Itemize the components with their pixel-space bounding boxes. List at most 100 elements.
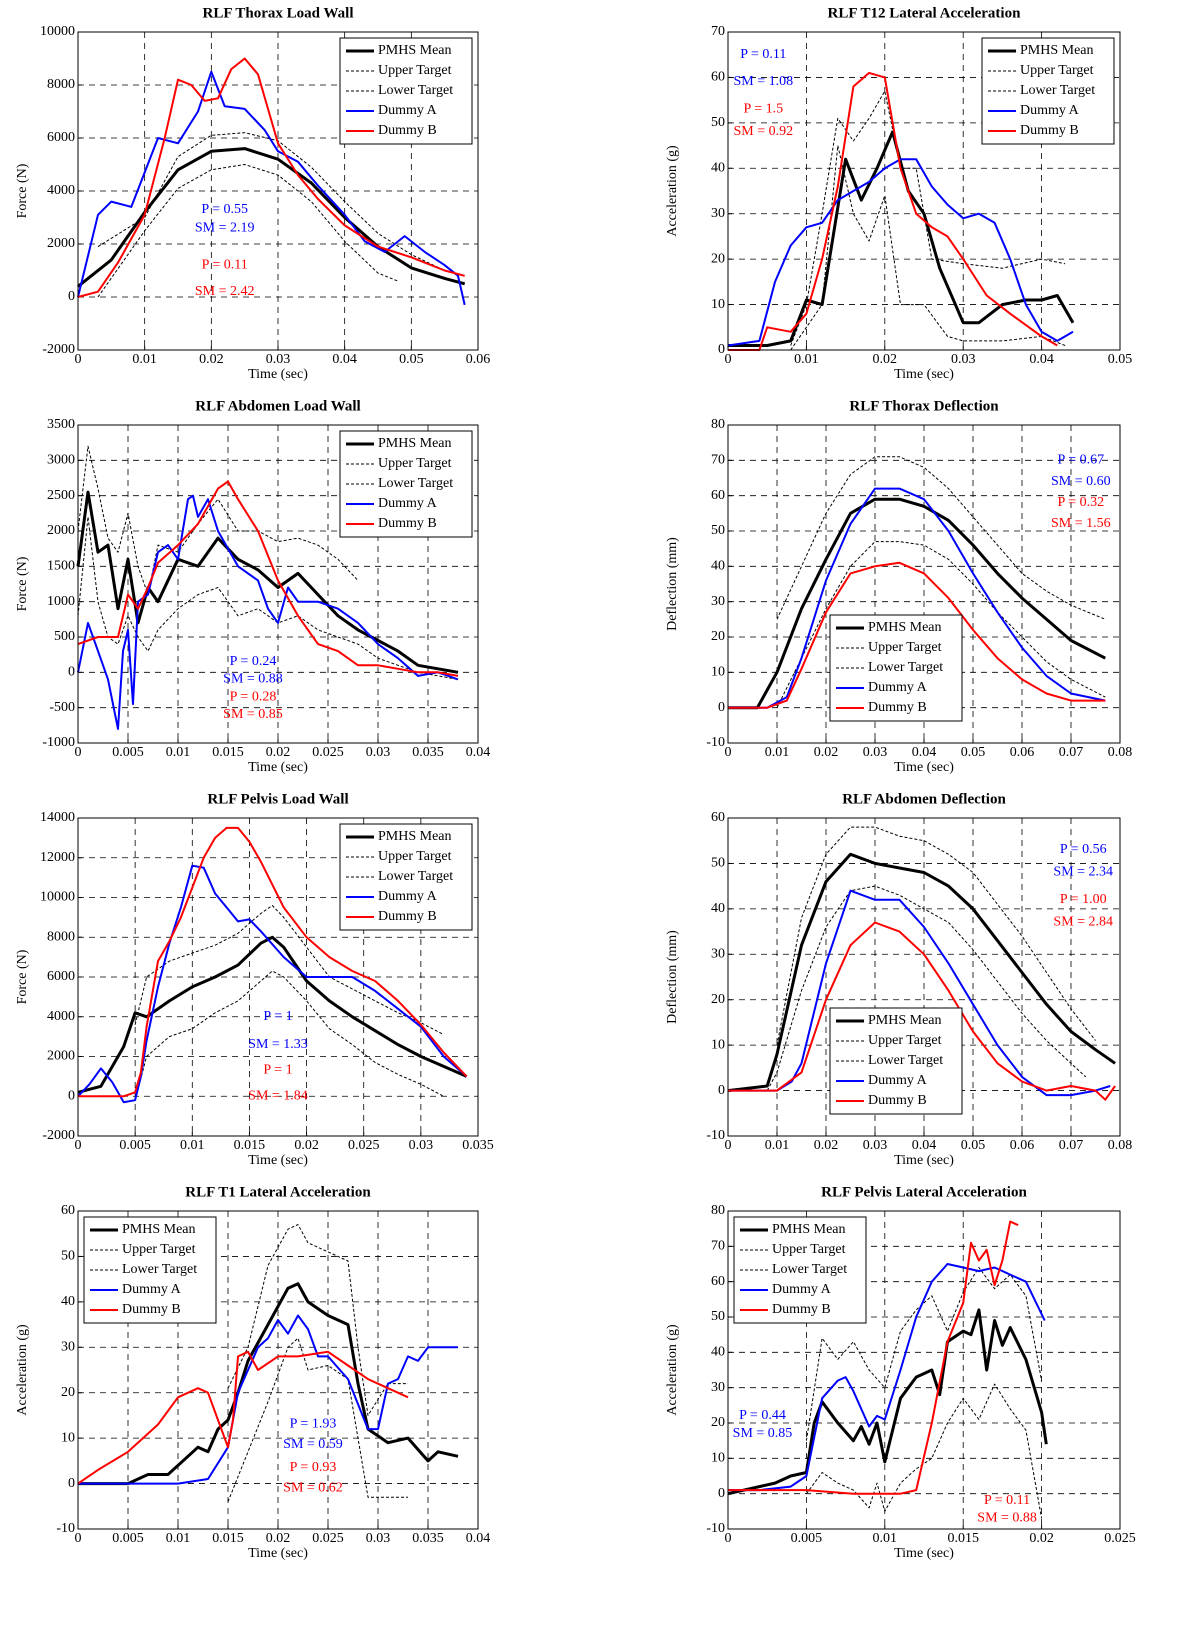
x-tick-label: 0.01 <box>765 745 790 760</box>
y-tick-label: 70 <box>711 453 725 468</box>
annotation: SM = 2.19 <box>195 220 255 235</box>
y-tick-label: 40 <box>711 901 725 916</box>
y-tick-label: 500 <box>54 629 75 644</box>
x-tick-label: 0.025 <box>1104 1531 1136 1546</box>
data-line <box>766 885 1087 1091</box>
y-tick-label: 0 <box>718 700 725 715</box>
y-tick-label: -1000 <box>42 735 75 750</box>
y-tick-label: 30 <box>711 206 725 221</box>
annotation: SM = 1.84 <box>248 1088 308 1103</box>
x-tick-label: 0.015 <box>212 1531 244 1546</box>
y-tick-label: 2000 <box>47 236 75 251</box>
y-tick-label: 4000 <box>47 1009 75 1024</box>
x-tick-label: 0.02 <box>294 1138 319 1153</box>
x-tick-label: 0.01 <box>180 1138 205 1153</box>
y-tick-label: -10 <box>706 1128 725 1143</box>
x-tick-label: 0.02 <box>266 1531 291 1546</box>
x-tick-label: 0.005 <box>119 1138 151 1153</box>
annotation: P = 0.44 <box>739 1408 786 1423</box>
x-tick-label: 0.03 <box>863 745 888 760</box>
x-tick-label: 0.03 <box>863 1138 888 1153</box>
chart-title: RLF Abdomen Deflection <box>842 791 1006 807</box>
x-tick-label: 0.03 <box>366 745 391 760</box>
annotation: P = 0.67 <box>1057 453 1104 468</box>
legend-label: Dummy A <box>378 496 438 511</box>
data-line <box>77 935 468 1094</box>
y-tick-label: 10 <box>711 1451 725 1466</box>
x-tick-label: 0.01 <box>873 1531 898 1546</box>
data-line <box>78 826 468 1098</box>
x-tick-label: 0.01 <box>765 1138 790 1153</box>
legend-label: Dummy B <box>772 1302 831 1317</box>
annotation: P = 1 <box>263 1009 292 1024</box>
data-line <box>77 445 359 596</box>
y-tick-label: 2000 <box>47 1049 75 1064</box>
legend-label: Upper Target <box>378 849 452 864</box>
legend-label: Lower Target <box>1020 83 1095 98</box>
legend-label: PMHS Mean <box>1020 43 1094 58</box>
annotation: P = 0.11 <box>740 47 786 62</box>
x-tick-label: 0.03 <box>266 352 291 367</box>
x-tick-label: 0 <box>725 745 732 760</box>
x-tick-label: 0.03 <box>409 1138 434 1153</box>
data-line <box>790 90 1066 346</box>
data-line <box>134 970 444 1101</box>
plot-frame <box>77 31 479 351</box>
y-tick-label: 60 <box>711 70 725 85</box>
legend-label: Dummy B <box>868 1093 927 1108</box>
x-tick-label: 0.03 <box>366 1531 391 1546</box>
legend-label: Lower Target <box>868 660 943 675</box>
y-tick-label: 30 <box>61 1340 75 1355</box>
y-tick-label: 60 <box>711 488 725 503</box>
y-axis-label: Acceleration (g) <box>665 1324 680 1416</box>
x-tick-label: 0.01 <box>166 1531 191 1546</box>
y-tick-label: 50 <box>711 523 725 538</box>
y-tick-label: 30 <box>711 1380 725 1395</box>
legend-label: Lower Target <box>868 1053 943 1068</box>
x-tick-label: 0.01 <box>794 352 819 367</box>
x-axis-label: Time (sec) <box>248 760 308 775</box>
x-tick-label: 0.06 <box>466 352 491 367</box>
y-tick-label: 60 <box>61 1203 75 1218</box>
x-tick-label: 0 <box>725 352 732 367</box>
chart-title: RLF Abdomen Load Wall <box>195 398 360 414</box>
legend-label: PMHS Mean <box>378 829 452 844</box>
x-tick-label: 0.05 <box>399 352 424 367</box>
annotation: P = 0.56 <box>1060 842 1107 857</box>
x-tick-label: 0.015 <box>947 1531 979 1546</box>
y-tick-label: 0 <box>718 1083 725 1098</box>
data-line <box>78 1282 459 1486</box>
y-tick-label: -10 <box>706 1521 725 1536</box>
annotation: P = 1.5 <box>743 101 783 116</box>
y-tick-label: 40 <box>711 559 725 574</box>
y-tick-label: 6000 <box>47 969 75 984</box>
plot-frame <box>727 817 1121 1137</box>
plot-frame <box>77 1210 479 1530</box>
data-line <box>728 487 1106 709</box>
annotation: P = 0.93 <box>290 1460 337 1475</box>
x-tick-label: 0.01 <box>166 745 191 760</box>
data-line <box>77 480 459 677</box>
data-line <box>805 1267 1043 1441</box>
chart-title: RLF Thorax Deflection <box>849 398 999 414</box>
y-tick-label: 1000 <box>47 594 75 609</box>
y-tick-label: 20 <box>711 1415 725 1430</box>
y-tick-label: 0 <box>68 1088 75 1103</box>
data-line <box>776 826 1096 1046</box>
legend-label: Dummy A <box>122 1282 182 1297</box>
y-tick-label: -2000 <box>42 342 75 357</box>
chart-title: RLF Pelvis Load Wall <box>207 791 348 807</box>
y-tick-label: 80 <box>711 1203 725 1218</box>
x-axis-label: Time (sec) <box>894 1153 954 1168</box>
x-tick-label: 0 <box>75 745 82 760</box>
x-tick-label: 0.04 <box>466 745 491 760</box>
legend-label: Dummy A <box>1020 103 1080 118</box>
y-tick-label: 2500 <box>47 488 75 503</box>
data-line <box>77 516 459 680</box>
x-axis-label: Time (sec) <box>894 760 954 775</box>
annotation: P = 0.55 <box>201 202 248 217</box>
y-tick-label: 60 <box>711 1274 725 1289</box>
plot-frame <box>727 424 1121 744</box>
annotation: SM = 0.85 <box>223 707 283 722</box>
chart-title: RLF T1 Lateral Acceleration <box>185 1184 371 1200</box>
